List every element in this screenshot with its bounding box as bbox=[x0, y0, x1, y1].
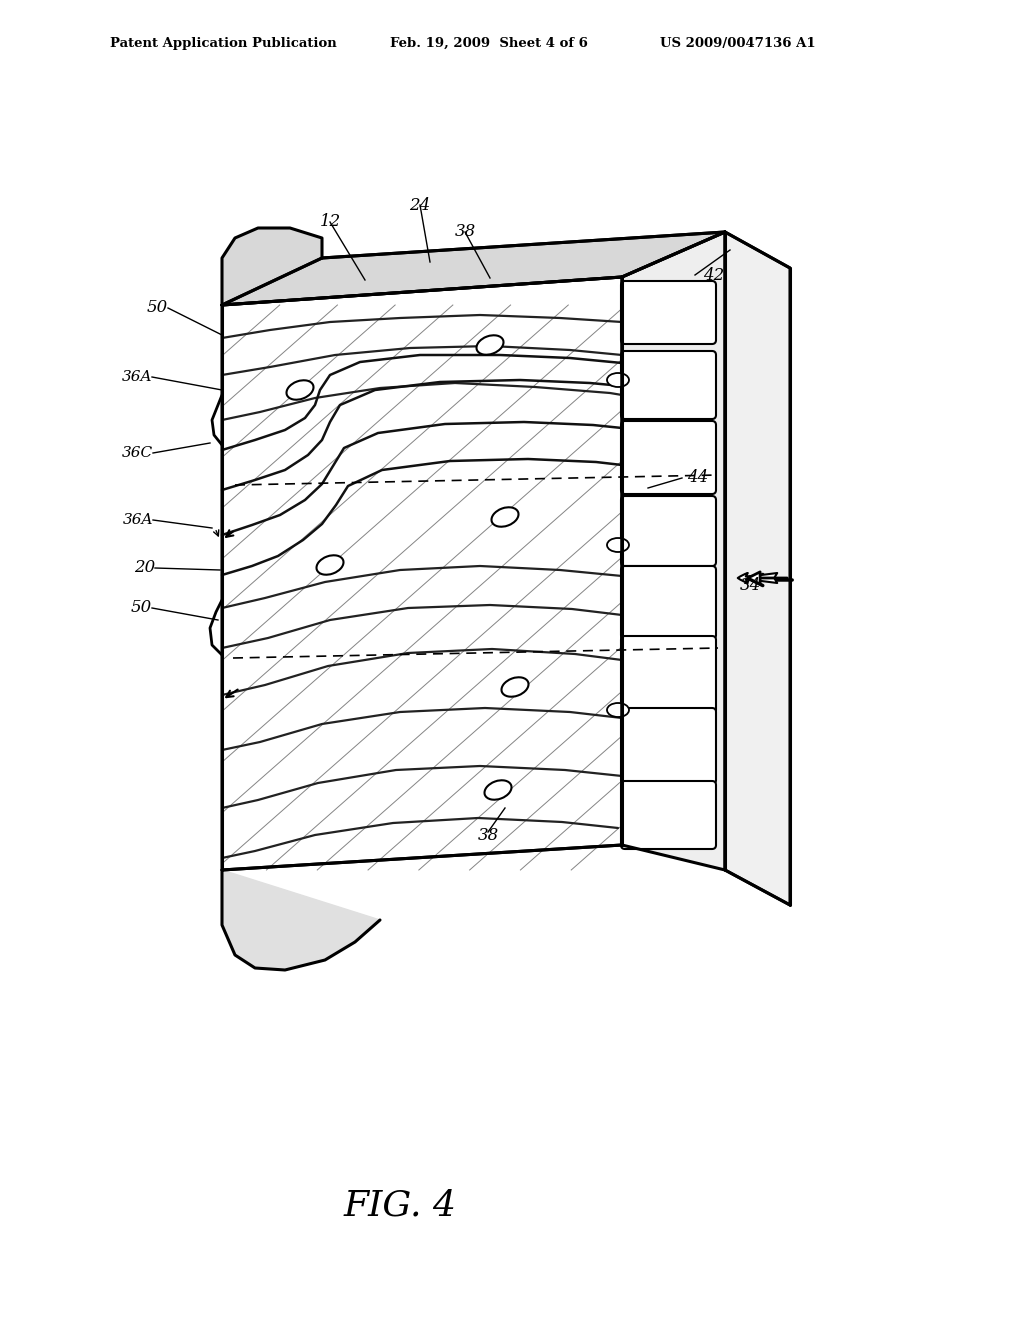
Text: 20: 20 bbox=[134, 560, 155, 577]
Ellipse shape bbox=[607, 704, 629, 717]
Text: 38: 38 bbox=[477, 828, 499, 843]
Ellipse shape bbox=[492, 507, 518, 527]
Polygon shape bbox=[222, 232, 725, 305]
FancyBboxPatch shape bbox=[621, 421, 716, 494]
FancyBboxPatch shape bbox=[621, 781, 716, 849]
Polygon shape bbox=[222, 228, 322, 305]
FancyBboxPatch shape bbox=[621, 708, 716, 784]
Text: Patent Application Publication: Patent Application Publication bbox=[110, 37, 337, 50]
Text: 42: 42 bbox=[703, 267, 724, 284]
Polygon shape bbox=[222, 277, 622, 870]
FancyBboxPatch shape bbox=[621, 496, 716, 566]
Text: 36A: 36A bbox=[123, 513, 153, 527]
Text: 36A: 36A bbox=[122, 370, 152, 384]
Ellipse shape bbox=[607, 374, 629, 387]
Polygon shape bbox=[622, 232, 725, 870]
FancyBboxPatch shape bbox=[621, 566, 716, 639]
Text: US 2009/0047136 A1: US 2009/0047136 A1 bbox=[660, 37, 816, 50]
Polygon shape bbox=[222, 870, 380, 970]
FancyBboxPatch shape bbox=[621, 636, 716, 714]
Ellipse shape bbox=[287, 380, 313, 400]
Text: 50: 50 bbox=[131, 599, 152, 616]
Ellipse shape bbox=[476, 335, 504, 355]
Text: Feb. 19, 2009  Sheet 4 of 6: Feb. 19, 2009 Sheet 4 of 6 bbox=[390, 37, 588, 50]
Text: FIG. 4: FIG. 4 bbox=[343, 1188, 457, 1222]
Ellipse shape bbox=[484, 780, 512, 800]
Polygon shape bbox=[725, 232, 790, 906]
FancyBboxPatch shape bbox=[621, 281, 716, 345]
Ellipse shape bbox=[316, 556, 343, 574]
Text: 50: 50 bbox=[146, 300, 168, 317]
Text: 34: 34 bbox=[740, 577, 761, 594]
Text: 38: 38 bbox=[455, 223, 475, 240]
Ellipse shape bbox=[502, 677, 528, 697]
Text: 12: 12 bbox=[319, 214, 341, 231]
Ellipse shape bbox=[607, 539, 629, 552]
Text: 44: 44 bbox=[687, 470, 709, 487]
Text: 36C: 36C bbox=[122, 446, 153, 459]
Text: 24: 24 bbox=[410, 197, 431, 214]
FancyBboxPatch shape bbox=[621, 351, 716, 418]
